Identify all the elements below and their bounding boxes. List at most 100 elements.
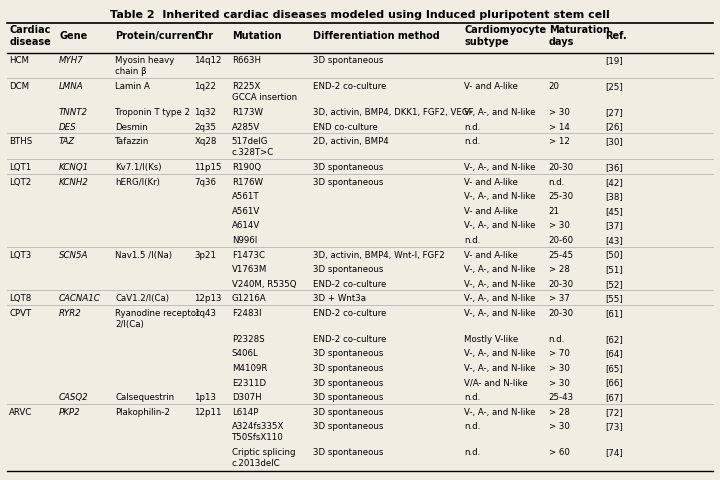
Text: CASQ2: CASQ2 [59, 392, 89, 401]
Text: Nav1.5 /I(Na): Nav1.5 /I(Na) [115, 250, 172, 259]
Text: > 60: > 60 [549, 447, 570, 456]
Text: 12p13: 12p13 [194, 294, 222, 302]
Text: Differentiation method: Differentiation method [313, 31, 440, 41]
Text: END-2 co-culture: END-2 co-culture [313, 82, 387, 91]
Text: 3D spontaneous: 3D spontaneous [313, 264, 384, 274]
Text: V-, A-, and N-like: V-, A-, and N-like [464, 294, 536, 302]
Text: V1763M: V1763M [232, 264, 267, 274]
Text: Kv7.1/I(Ks): Kv7.1/I(Ks) [115, 163, 162, 172]
Text: [51]: [51] [605, 264, 623, 274]
Text: Calsequestrin: Calsequestrin [115, 392, 174, 401]
Text: Chr: Chr [194, 31, 214, 41]
Text: [61]: [61] [605, 308, 623, 317]
Text: Desmin: Desmin [115, 122, 148, 131]
Text: [36]: [36] [605, 163, 623, 172]
Text: BTHS: BTHS [9, 137, 32, 146]
Text: [30]: [30] [605, 137, 623, 146]
Text: 1q32: 1q32 [194, 108, 217, 117]
Text: KCNH2: KCNH2 [59, 178, 89, 186]
Text: Myosin heavy
chain β: Myosin heavy chain β [115, 56, 174, 76]
Text: 21: 21 [549, 206, 559, 216]
Text: n.d.: n.d. [549, 334, 565, 343]
Text: Maturation
days: Maturation days [549, 25, 610, 47]
Text: > 30: > 30 [549, 421, 570, 431]
Text: V-, A-, and N-like: V-, A-, and N-like [464, 279, 536, 288]
Text: N996I: N996I [232, 236, 257, 244]
Text: [27]: [27] [605, 108, 623, 117]
Text: [66]: [66] [605, 378, 623, 387]
Text: [72]: [72] [605, 407, 623, 416]
Text: V240M, R535Q: V240M, R535Q [232, 279, 297, 288]
Text: 3p21: 3p21 [194, 250, 217, 259]
Text: 2D, activin, BMP4: 2D, activin, BMP4 [313, 137, 389, 146]
Text: V-, A-, and N-like: V-, A-, and N-like [464, 163, 536, 172]
Text: A614V: A614V [232, 221, 260, 230]
Text: Mutation: Mutation [232, 31, 282, 41]
Text: M4109R: M4109R [232, 363, 267, 372]
Text: A285V: A285V [232, 122, 260, 131]
Text: 25-45: 25-45 [549, 250, 574, 259]
Text: Plakophilin-2: Plakophilin-2 [115, 407, 170, 416]
Text: Ryanodine receptor
2/I(Ca): Ryanodine receptor 2/I(Ca) [115, 308, 199, 328]
Text: F1473C: F1473C [232, 250, 265, 259]
Text: 517delG
c.328T>C: 517delG c.328T>C [232, 137, 274, 157]
Text: 1q43: 1q43 [194, 308, 217, 317]
Text: > 28: > 28 [549, 407, 570, 416]
Text: 1p13: 1p13 [194, 392, 217, 401]
Text: LQT2: LQT2 [9, 178, 32, 186]
Text: n.d.: n.d. [464, 236, 481, 244]
Text: > 37: > 37 [549, 294, 570, 302]
Text: > 30: > 30 [549, 108, 570, 117]
Text: [26]: [26] [605, 122, 623, 131]
Text: 3D spontaneous: 3D spontaneous [313, 363, 384, 372]
Text: [67]: [67] [605, 392, 623, 401]
Text: 20-30: 20-30 [549, 308, 574, 317]
Text: END co-culture: END co-culture [313, 122, 378, 131]
Text: V/A- and N-like: V/A- and N-like [464, 378, 528, 387]
Text: R173W: R173W [232, 108, 263, 117]
Text: 3D spontaneous: 3D spontaneous [313, 163, 384, 172]
Text: DCM: DCM [9, 82, 30, 91]
Text: V-, A-, and N-like: V-, A-, and N-like [464, 308, 536, 317]
Text: R225X
GCCA insertion: R225X GCCA insertion [232, 82, 297, 102]
Text: R663H: R663H [232, 56, 261, 65]
Text: hERG/I(Kr): hERG/I(Kr) [115, 178, 160, 186]
Text: Tafazzin: Tafazzin [115, 137, 150, 146]
Text: > 30: > 30 [549, 363, 570, 372]
Text: DES: DES [59, 122, 76, 131]
Text: [65]: [65] [605, 363, 623, 372]
Text: LQT3: LQT3 [9, 250, 32, 259]
Text: 2q35: 2q35 [194, 122, 217, 131]
Text: 14q12: 14q12 [194, 56, 222, 65]
Text: > 30: > 30 [549, 378, 570, 387]
Text: [50]: [50] [605, 250, 623, 259]
Text: A561V: A561V [232, 206, 260, 216]
Text: V-, A-, and N-like: V-, A-, and N-like [464, 221, 536, 230]
Text: PKP2: PKP2 [59, 407, 81, 416]
Text: 7q36: 7q36 [194, 178, 217, 186]
Text: 3D spontaneous: 3D spontaneous [313, 421, 384, 431]
Text: 3D spontaneous: 3D spontaneous [313, 447, 384, 456]
Text: [64]: [64] [605, 349, 623, 358]
Text: n.d.: n.d. [464, 392, 481, 401]
Text: Cardiomyocyte
subtype: Cardiomyocyte subtype [464, 25, 546, 47]
Text: S406L: S406L [232, 349, 258, 358]
Text: V- and A-like: V- and A-like [464, 206, 518, 216]
Text: 3D, activin, BMP4, Wnt-I, FGF2: 3D, activin, BMP4, Wnt-I, FGF2 [313, 250, 445, 259]
Text: [42]: [42] [605, 178, 623, 186]
Text: [38]: [38] [605, 192, 623, 201]
Text: END-2 co-culture: END-2 co-culture [313, 308, 387, 317]
Text: R190Q: R190Q [232, 163, 261, 172]
Text: [55]: [55] [605, 294, 623, 302]
Text: Mostly V-like: Mostly V-like [464, 334, 518, 343]
Text: V-, A-, and N-like: V-, A-, and N-like [464, 264, 536, 274]
Text: CaV1.2/I(Ca): CaV1.2/I(Ca) [115, 294, 169, 302]
Text: V-, A-, and N-like: V-, A-, and N-like [464, 407, 536, 416]
Text: LQT8: LQT8 [9, 294, 32, 302]
Text: n.d.: n.d. [464, 421, 481, 431]
Text: P2328S: P2328S [232, 334, 264, 343]
Text: [45]: [45] [605, 206, 623, 216]
Text: 20-30: 20-30 [549, 163, 574, 172]
Text: G1216A: G1216A [232, 294, 266, 302]
Text: 3D spontaneous: 3D spontaneous [313, 349, 384, 358]
